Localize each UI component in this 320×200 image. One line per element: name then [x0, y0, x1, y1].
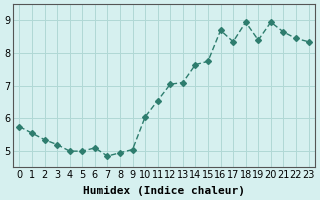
X-axis label: Humidex (Indice chaleur): Humidex (Indice chaleur): [83, 186, 245, 196]
